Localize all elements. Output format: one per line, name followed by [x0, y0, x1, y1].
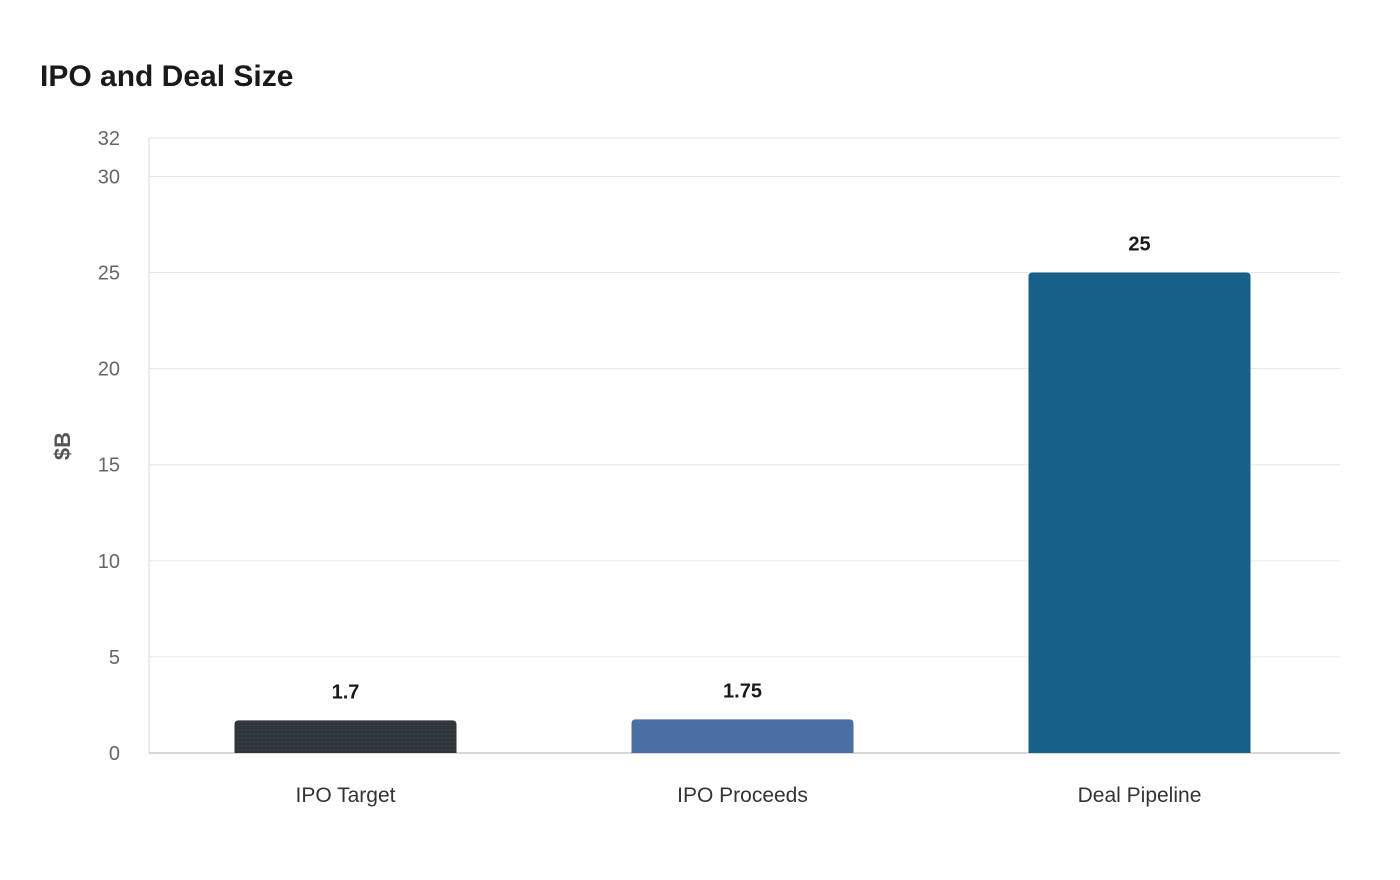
- y-tick-label: 10: [98, 551, 120, 573]
- x-category-label: IPO Proceeds: [677, 784, 808, 807]
- bar-ipo-proceeds: [631, 719, 854, 753]
- data-label: 1.75: [723, 680, 762, 702]
- y-axis-title: $B: [50, 432, 75, 460]
- y-tick-label: 25: [98, 263, 120, 285]
- x-category-label: IPO Target: [296, 784, 396, 807]
- data-label: 1.7: [332, 681, 360, 703]
- labels: 0 5 10 15 20 25 30 32 $B 1.7 IPO Target 1.75 IPO Pro…: [50, 128, 1201, 807]
- y-tick-label: 0: [109, 743, 120, 765]
- bars: [234, 272, 1251, 753]
- y-tick-label: 5: [109, 647, 120, 669]
- x-category-label: Deal Pipeline: [1078, 784, 1202, 807]
- y-tick-label: 15: [98, 455, 120, 477]
- y-tick-label: 30: [98, 166, 120, 188]
- y-tick-label: 20: [98, 359, 120, 381]
- bar-deal-pipeline: [1028, 272, 1251, 753]
- y-tick-label: 32: [98, 128, 120, 150]
- chart-title: IPO and Deal Size: [40, 60, 294, 93]
- bar-ipo-target: [234, 720, 457, 753]
- gridlines: [149, 137, 1340, 658]
- data-label: 25: [1128, 234, 1150, 256]
